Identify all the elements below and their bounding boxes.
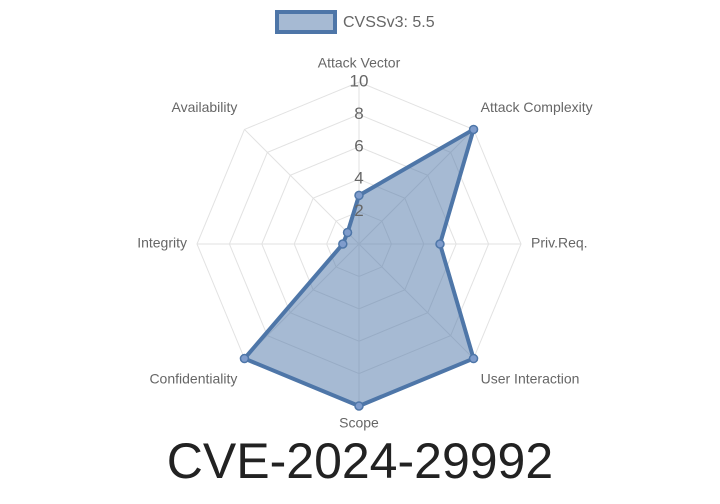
legend-label: CVSSv3: 5.5 (343, 14, 435, 31)
tick-label: 8 (354, 104, 363, 123)
data-point (354, 190, 364, 201)
data-point (338, 239, 348, 249)
axis-label: Attack Vector (318, 55, 401, 71)
tick-label: 2 (354, 201, 363, 220)
tick-label: 4 (354, 169, 363, 188)
data-point (468, 124, 479, 135)
data-point (239, 353, 250, 364)
axis-label: Attack Complexity (481, 99, 593, 115)
legend-swatch (275, 10, 337, 34)
axis-label: Priv.Req. (531, 235, 588, 251)
axis-label: User Interaction (481, 370, 580, 386)
axis-label: Availability (171, 99, 237, 115)
axis-label: Scope (339, 415, 379, 431)
spoke (244, 129, 360, 245)
axis-label: Integrity (137, 235, 187, 251)
tick-label: 6 (354, 136, 363, 155)
data-point (435, 239, 445, 249)
chart-title: CVE-2024-29992 (167, 433, 553, 489)
data-point (342, 227, 353, 238)
data-point (468, 353, 479, 364)
tick-label: 10 (350, 71, 369, 90)
axis-label: Confidentiality (149, 370, 237, 386)
data-point (354, 401, 364, 411)
